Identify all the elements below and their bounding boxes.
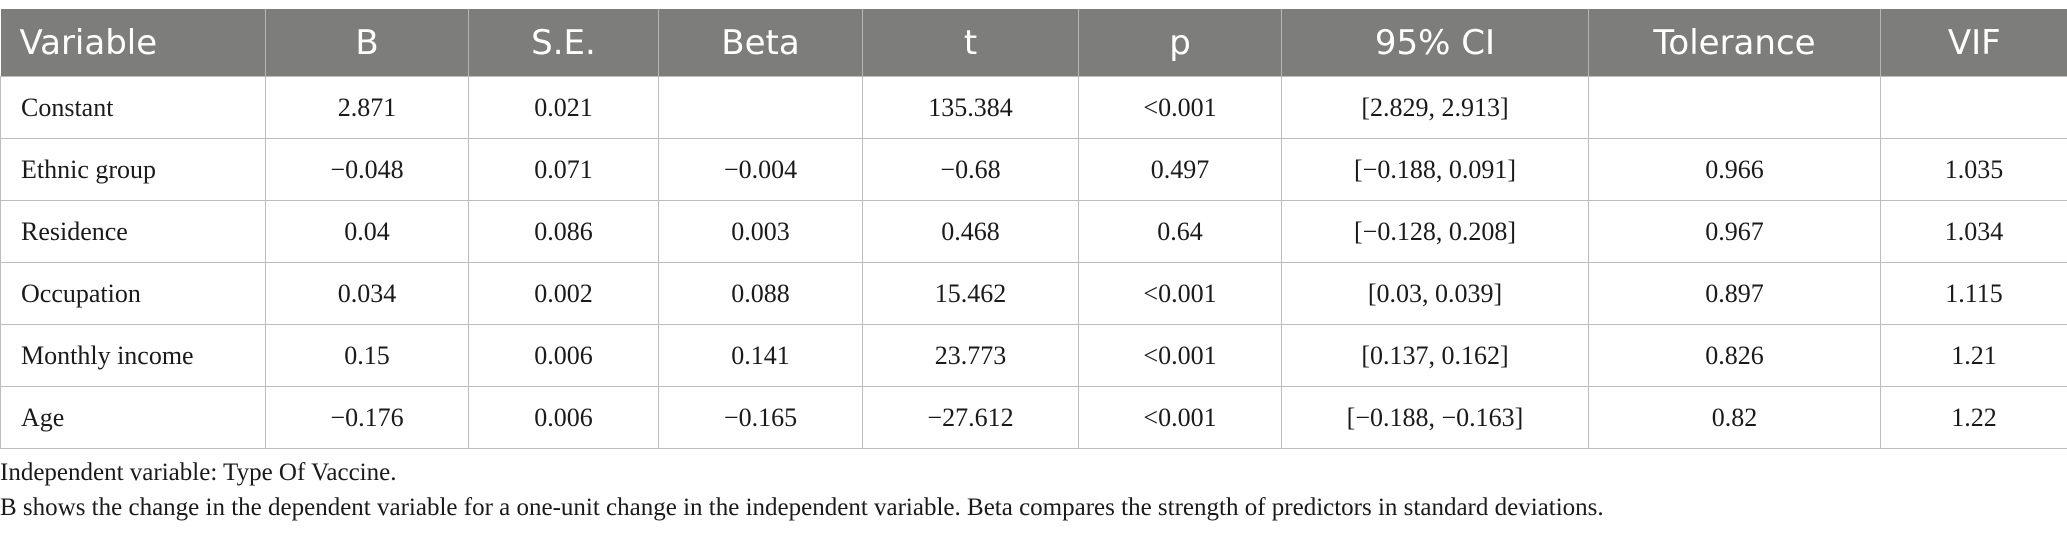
table-row: Age −0.176 0.006 −0.165 −27.612 <0.001 [… — [0, 386, 2067, 449]
cell-t: 23.773 — [862, 324, 1079, 387]
column-header-b: B — [265, 9, 469, 77]
cell-p: 0.64 — [1078, 200, 1282, 263]
column-header-t: t — [862, 9, 1079, 77]
cell-tolerance — [1588, 76, 1881, 139]
cell-t: 135.384 — [862, 76, 1079, 139]
cell-p: 0.497 — [1078, 138, 1282, 201]
cell-variable: Age — [0, 386, 266, 449]
cell-se: 0.006 — [468, 324, 659, 387]
table-row: Ethnic group −0.048 0.071 −0.004 −0.68 0… — [0, 138, 2067, 201]
cell-tolerance: 0.826 — [1588, 324, 1881, 387]
table-row: Occupation 0.034 0.002 0.088 15.462 <0.0… — [0, 262, 2067, 325]
regression-table-container: Variable B S.E. Beta t p 95% CI Toleranc… — [0, 9, 2067, 449]
column-header-vif: VIF — [1880, 9, 2067, 77]
cell-b: −0.176 — [265, 386, 469, 449]
cell-se: 0.021 — [468, 76, 659, 139]
table-header: Variable B S.E. Beta t p 95% CI Toleranc… — [0, 9, 2067, 77]
cell-ci: [−0.188, −0.163] — [1281, 386, 1589, 449]
regression-table: Variable B S.E. Beta t p 95% CI Toleranc… — [0, 9, 2067, 449]
cell-vif: 1.21 — [1880, 324, 2067, 387]
cell-ci: [−0.128, 0.208] — [1281, 200, 1589, 263]
cell-variable: Residence — [0, 200, 266, 263]
cell-variable: Monthly income — [0, 324, 266, 387]
cell-variable: Occupation — [0, 262, 266, 325]
cell-p: <0.001 — [1078, 76, 1282, 139]
cell-vif: 1.22 — [1880, 386, 2067, 449]
cell-beta: 0.088 — [658, 262, 863, 325]
column-header-p: p — [1078, 9, 1282, 77]
cell-t: 15.462 — [862, 262, 1079, 325]
column-header-variable: Variable — [0, 9, 266, 77]
cell-t: 0.468 — [862, 200, 1079, 263]
cell-tolerance: 0.82 — [1588, 386, 1881, 449]
column-header-tolerance: Tolerance — [1588, 9, 1881, 77]
cell-ci: [0.03, 0.039] — [1281, 262, 1589, 325]
footnote-explanation: B shows the change in the dependent vari… — [0, 494, 1604, 521]
table-footnotes: Independent variable: Type Of Vaccine. B… — [0, 455, 1604, 525]
cell-se: 0.071 — [468, 138, 659, 201]
cell-beta: −0.004 — [658, 138, 863, 201]
cell-se: 0.086 — [468, 200, 659, 263]
cell-p: <0.001 — [1078, 262, 1282, 325]
cell-p: <0.001 — [1078, 324, 1282, 387]
cell-beta: 0.003 — [658, 200, 863, 263]
cell-vif: 1.034 — [1880, 200, 2067, 263]
cell-vif: 1.035 — [1880, 138, 2067, 201]
cell-beta: 0.141 — [658, 324, 863, 387]
cell-ci: [0.137, 0.162] — [1281, 324, 1589, 387]
cell-vif: 1.115 — [1880, 262, 2067, 325]
cell-vif — [1880, 76, 2067, 139]
cell-tolerance: 0.967 — [1588, 200, 1881, 263]
cell-b: 2.871 — [265, 76, 469, 139]
cell-b: 0.04 — [265, 200, 469, 263]
column-header-se: S.E. — [468, 9, 659, 77]
table-row: Residence 0.04 0.086 0.003 0.468 0.64 [−… — [0, 200, 2067, 263]
column-header-ci: 95% CI — [1281, 9, 1589, 77]
header-row: Variable B S.E. Beta t p 95% CI Toleranc… — [0, 9, 2067, 77]
table-body: Constant 2.871 0.021 135.384 <0.001 [2.8… — [0, 76, 2067, 449]
footnote-independent-variable: Independent variable: Type Of Vaccine. — [0, 459, 397, 486]
cell-variable: Constant — [0, 76, 266, 139]
cell-beta: −0.165 — [658, 386, 863, 449]
cell-variable: Ethnic group — [0, 138, 266, 201]
table-row: Monthly income 0.15 0.006 0.141 23.773 <… — [0, 324, 2067, 387]
column-header-beta: Beta — [658, 9, 863, 77]
cell-b: −0.048 — [265, 138, 469, 201]
cell-beta — [658, 76, 863, 139]
table-row: Constant 2.871 0.021 135.384 <0.001 [2.8… — [0, 76, 2067, 139]
cell-tolerance: 0.966 — [1588, 138, 1881, 201]
cell-p: <0.001 — [1078, 386, 1282, 449]
cell-t: −0.68 — [862, 138, 1079, 201]
cell-ci: [−0.188, 0.091] — [1281, 138, 1589, 201]
cell-ci: [2.829, 2.913] — [1281, 76, 1589, 139]
cell-t: −27.612 — [862, 386, 1079, 449]
cell-tolerance: 0.897 — [1588, 262, 1881, 325]
cell-se: 0.006 — [468, 386, 659, 449]
cell-b: 0.15 — [265, 324, 469, 387]
cell-se: 0.002 — [468, 262, 659, 325]
cell-b: 0.034 — [265, 262, 469, 325]
